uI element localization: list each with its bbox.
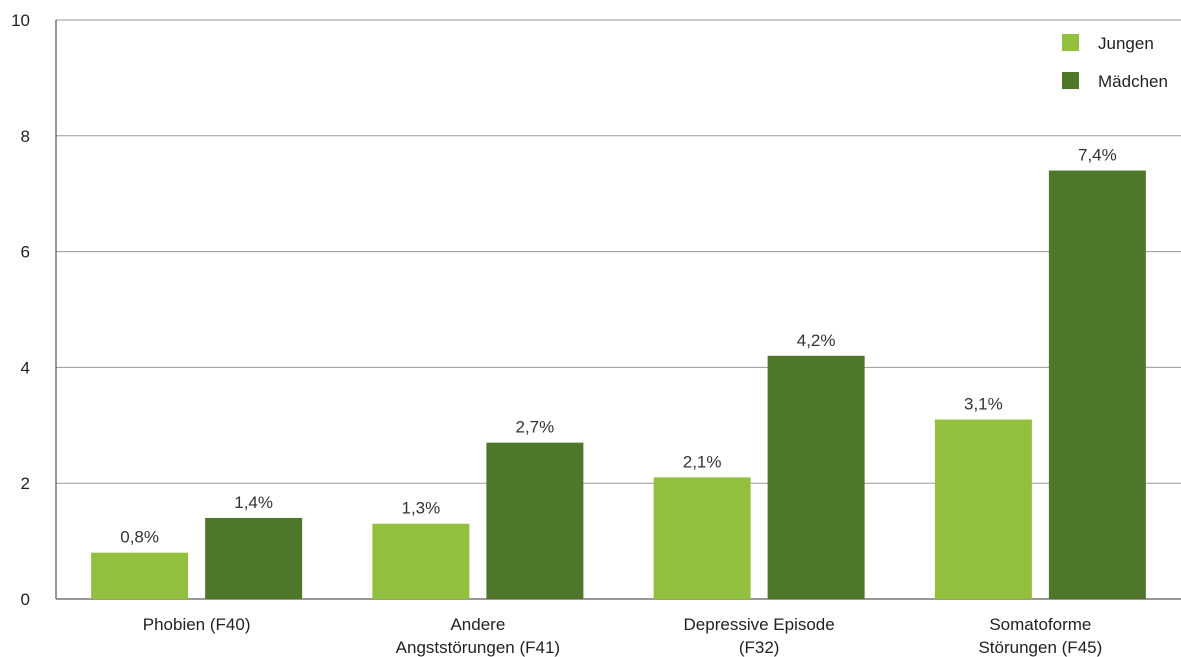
y-tick-label: 4 bbox=[21, 358, 30, 377]
legend-label: Mädchen bbox=[1098, 72, 1168, 91]
category-labels: Phobien (F40) Andere Angststörungen (F41) D… bbox=[143, 615, 1103, 657]
bar-jungen bbox=[934, 419, 1032, 599]
y-tick-labels: 0 2 4 6 8 10 bbox=[11, 11, 30, 609]
data-label: 3,1% bbox=[964, 395, 1003, 414]
legend: Jungen Mädchen bbox=[1062, 34, 1168, 91]
bar-mdchen bbox=[205, 517, 303, 599]
data-label: 1,4% bbox=[234, 493, 273, 512]
data-label: 4,2% bbox=[797, 331, 836, 350]
y-tick-label: 6 bbox=[21, 243, 30, 262]
category-label: Angststörungen (F41) bbox=[396, 638, 560, 657]
legend-swatch bbox=[1062, 34, 1079, 51]
category-label: Phobien (F40) bbox=[143, 615, 251, 634]
category-label: (F32) bbox=[739, 638, 780, 657]
category-label: Somatoforme bbox=[989, 615, 1091, 634]
y-tick-label: 2 bbox=[21, 474, 30, 493]
data-label: 7,4% bbox=[1078, 146, 1117, 165]
data-label: 1,3% bbox=[402, 499, 441, 518]
legend-label: Jungen bbox=[1098, 34, 1154, 53]
bars bbox=[91, 170, 1146, 600]
gridlines bbox=[56, 19, 1181, 484]
category-label: Andere bbox=[450, 615, 505, 634]
bar-jungen bbox=[372, 523, 470, 599]
bar-jungen bbox=[91, 552, 189, 599]
bar-mdchen bbox=[486, 442, 584, 599]
data-labels: 0,8% 1,4% 1,3% 2,7% 2,1% 4,2% 3,1% 7,4% bbox=[120, 146, 1117, 547]
bar-mdchen bbox=[767, 355, 865, 599]
data-label: 2,1% bbox=[683, 452, 722, 471]
y-tick-label: 8 bbox=[21, 127, 30, 146]
category-label: Störungen (F45) bbox=[978, 638, 1102, 657]
y-tick-label: 10 bbox=[11, 11, 30, 30]
legend-swatch bbox=[1062, 72, 1079, 89]
data-label: 0,8% bbox=[120, 528, 159, 547]
category-label: Depressive Episode bbox=[684, 615, 835, 634]
bar-jungen bbox=[653, 477, 751, 599]
y-tick-label: 0 bbox=[21, 590, 30, 609]
data-label: 2,7% bbox=[516, 418, 555, 437]
bar-mdchen bbox=[1048, 170, 1146, 600]
